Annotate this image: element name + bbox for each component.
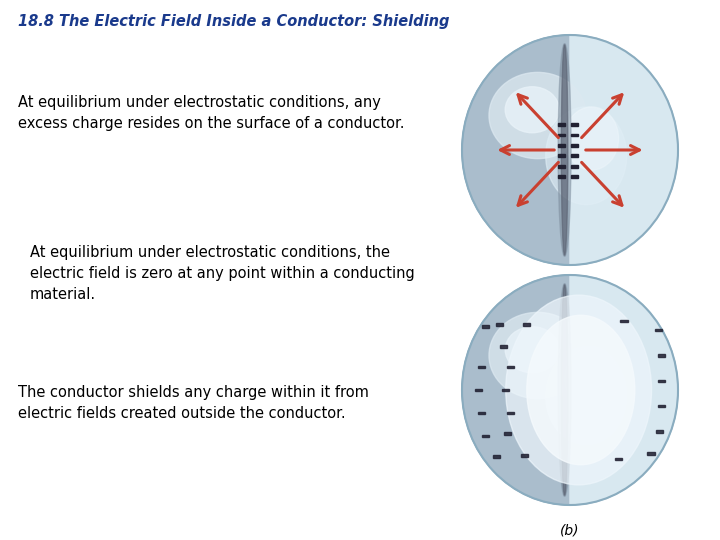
Bar [570,123,578,126]
Ellipse shape [505,87,559,133]
Bar [570,133,578,137]
Polygon shape [570,35,678,265]
Bar [658,354,665,357]
Text: 18.8 The Electric Field Inside a Conductor: Shielding: 18.8 The Electric Field Inside a Conduct… [18,14,449,29]
Ellipse shape [558,284,571,496]
Ellipse shape [546,107,626,205]
Ellipse shape [562,285,568,495]
Ellipse shape [564,107,618,170]
Bar [507,366,514,368]
Polygon shape [570,275,678,505]
Bar [655,329,662,332]
Bar [557,144,565,147]
Bar [478,411,485,414]
Bar [482,326,490,328]
Bar [557,175,565,178]
Bar [621,320,628,322]
Bar [570,144,578,147]
Bar [615,458,622,460]
Bar [496,323,503,326]
Bar [647,452,654,455]
Bar [557,133,565,137]
Polygon shape [462,35,570,265]
Bar [478,366,485,368]
Bar [474,389,482,392]
Ellipse shape [564,347,618,410]
Ellipse shape [546,347,626,444]
Ellipse shape [558,44,571,256]
Ellipse shape [462,35,678,265]
Bar [500,345,507,348]
Bar [570,165,578,167]
Text: The conductor shields any charge within it from
electric fields created outside : The conductor shields any charge within … [18,385,369,421]
Bar [570,175,578,178]
Ellipse shape [562,45,568,255]
Bar [557,154,565,157]
Ellipse shape [527,315,635,465]
Bar [482,435,490,437]
Bar [557,165,565,167]
Bar [502,389,509,392]
Text: At equilibrium under electrostatic conditions, any
excess charge resides on the : At equilibrium under electrostatic condi… [18,95,405,131]
Bar [658,380,665,382]
Ellipse shape [505,327,559,373]
Bar [504,433,511,435]
Bar [521,454,528,457]
Ellipse shape [489,312,586,399]
Ellipse shape [505,295,652,485]
Bar [570,154,578,157]
Bar [493,455,500,458]
Ellipse shape [489,72,586,159]
Bar [557,123,565,126]
Bar [656,430,663,433]
Bar [523,323,531,326]
Ellipse shape [462,275,678,505]
Text: At equilibrium under electrostatic conditions, the
electric field is zero at any: At equilibrium under electrostatic condi… [30,245,415,302]
Polygon shape [462,275,570,505]
Text: (b): (b) [560,523,580,537]
Bar [507,411,514,414]
Text: (a): (a) [560,283,580,297]
Bar [658,405,665,407]
